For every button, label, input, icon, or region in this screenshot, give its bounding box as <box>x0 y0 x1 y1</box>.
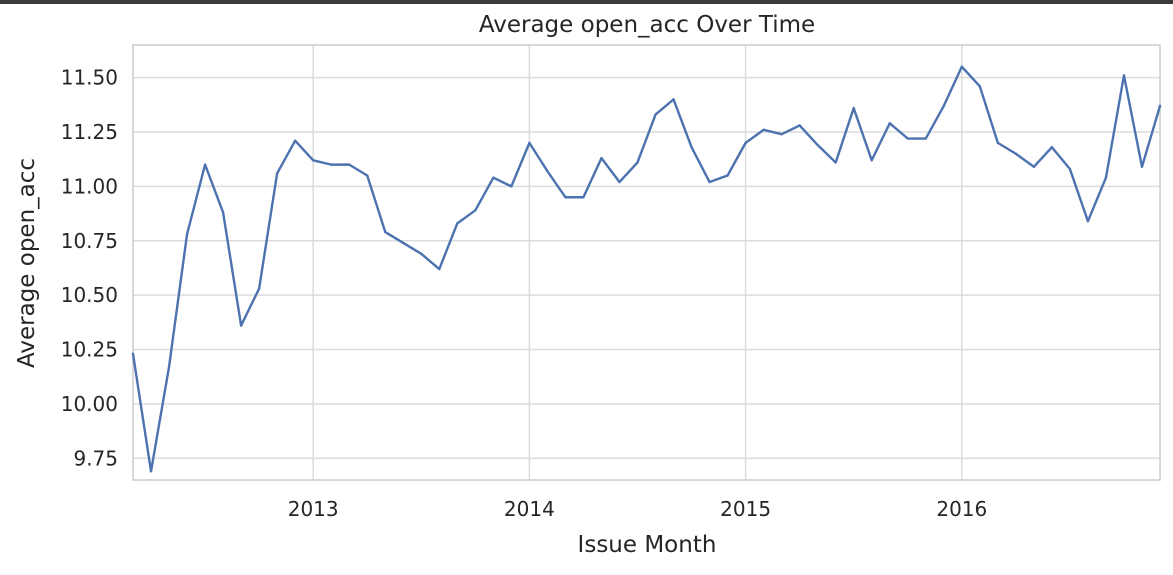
data-point <box>996 141 1000 145</box>
data-point <box>1068 167 1072 171</box>
data-point <box>672 98 675 101</box>
data-point <box>420 252 423 255</box>
y-tick-label: 10.75 <box>61 229 118 253</box>
data-point <box>149 470 153 473</box>
series-line <box>131 65 1162 473</box>
data-point <box>1140 165 1144 168</box>
x-tick-label: 2013 <box>288 497 339 521</box>
data-point <box>618 180 621 184</box>
grid <box>133 45 1160 480</box>
data-points <box>131 65 1162 473</box>
data-point <box>708 180 711 184</box>
window-top-border <box>0 0 1173 4</box>
data-point <box>1086 219 1090 223</box>
chart-title: Average open_acc Over Time <box>479 12 815 38</box>
data-point <box>257 287 261 290</box>
plot-area-frame <box>132 44 1161 481</box>
data-point <box>1104 176 1108 179</box>
data-point <box>888 122 891 125</box>
y-tick-labels: 9.75 10.00 10.25 10.50 10.75 11.00 11.25 11.50 <box>61 66 118 471</box>
x-tick-label: 2014 <box>504 497 555 521</box>
x-axis-label: Issue Month <box>578 532 717 558</box>
y-tick-label: 11.50 <box>61 66 118 90</box>
data-point <box>870 159 873 162</box>
x-tick-label: 2016 <box>936 497 987 521</box>
y-tick-label: 9.75 <box>73 446 118 470</box>
data-point <box>1122 74 1126 77</box>
y-tick-label: 10.25 <box>61 338 118 362</box>
data-point <box>816 143 819 147</box>
data-point <box>942 104 945 108</box>
data-point <box>1050 146 1054 149</box>
y-tick-label: 10.00 <box>61 392 118 416</box>
data-point <box>366 174 369 177</box>
data-point <box>474 209 477 212</box>
data-point <box>492 176 495 179</box>
data-point <box>528 141 531 145</box>
data-point <box>293 139 297 142</box>
data-point <box>221 211 225 214</box>
data-point <box>564 196 567 199</box>
data-point <box>744 141 747 145</box>
data-point <box>906 137 909 140</box>
data-point <box>311 159 315 162</box>
data-point <box>438 267 441 271</box>
data-point <box>510 185 513 188</box>
y-tick-label: 10.50 <box>61 283 118 307</box>
data-point <box>1158 104 1162 108</box>
data-point <box>726 174 729 177</box>
data-point <box>654 113 657 116</box>
data-point <box>384 230 387 234</box>
data-point <box>185 233 189 236</box>
data-point <box>456 222 459 225</box>
data-point <box>978 85 982 88</box>
data-point <box>348 163 351 166</box>
y-tick-label: 11.25 <box>61 120 118 144</box>
data-point <box>239 324 243 327</box>
data-point <box>834 161 837 164</box>
data-point <box>924 137 927 140</box>
data-point <box>600 156 603 160</box>
data-point <box>852 106 855 110</box>
data-point <box>275 172 279 175</box>
data-point <box>690 146 693 149</box>
y-axis-label: Average open_acc <box>14 158 40 368</box>
data-point <box>798 124 801 127</box>
x-tick-label: 2015 <box>720 497 771 521</box>
data-point <box>546 169 549 173</box>
y-tick-label: 11.00 <box>61 174 118 198</box>
data-point <box>762 128 765 132</box>
data-point <box>960 65 964 68</box>
data-point <box>203 163 207 166</box>
data-point <box>1014 152 1018 155</box>
data-point <box>131 352 135 356</box>
data-point <box>329 163 333 166</box>
data-point <box>167 365 171 369</box>
x-tick-labels: 2013 2014 2015 2016 <box>288 497 988 521</box>
data-point <box>636 161 639 164</box>
data-point <box>582 196 585 199</box>
data-point <box>780 132 783 136</box>
data-point <box>1032 165 1036 168</box>
data-point <box>402 241 405 245</box>
